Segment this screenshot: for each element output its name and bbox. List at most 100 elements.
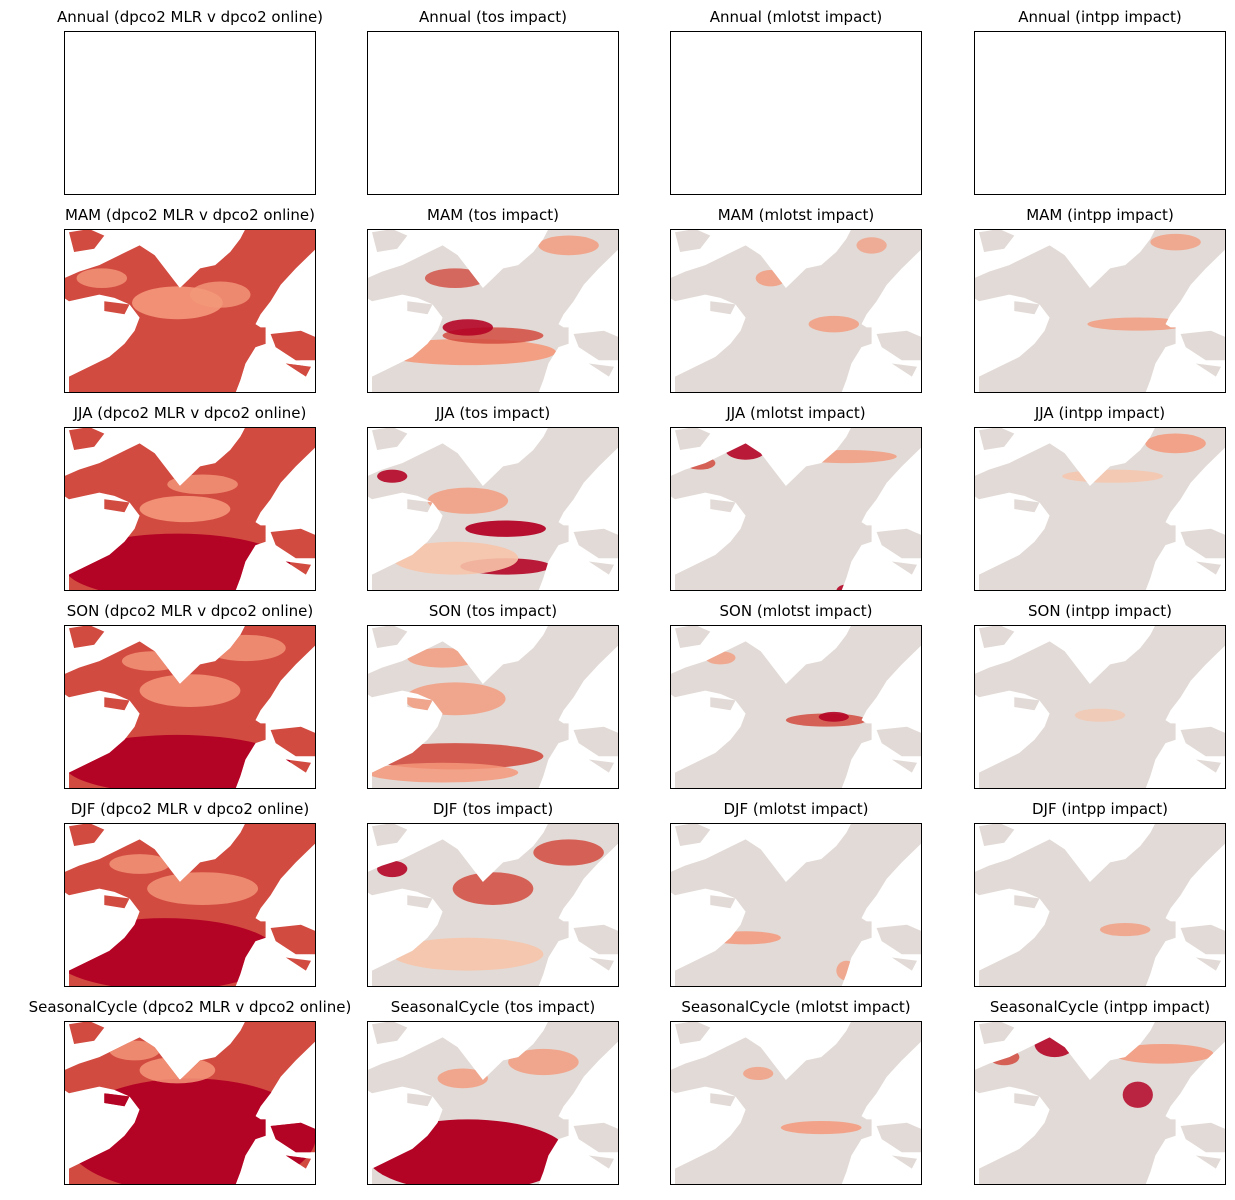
panel-title: SON (dpco2 MLR v dpco2 online)	[67, 602, 313, 620]
panel: SeasonalCycle (dpco2 MLR v dpco2 online)	[29, 998, 352, 1185]
panel: SeasonalCycle (tos impact)	[367, 998, 619, 1185]
anomaly-patch	[377, 469, 408, 483]
anomaly-patch	[367, 762, 519, 783]
panel-title: SON (intpp impact)	[1028, 602, 1172, 620]
panel-frame	[670, 31, 922, 195]
map-field	[974, 427, 1226, 591]
panel-title: MAM (mlotst impact)	[718, 206, 875, 224]
anomaly-patch	[392, 937, 544, 971]
panel-title: DJF (tos impact)	[433, 800, 553, 818]
panel-title: SeasonalCycle (tos impact)	[391, 998, 596, 1016]
anomaly-patch	[64, 533, 291, 591]
panel-frame	[670, 1021, 922, 1185]
panel: DJF (dpco2 MLR v dpco2 online)	[64, 800, 316, 987]
panel-title: JJA (tos impact)	[435, 404, 551, 422]
anomaly-patch	[377, 860, 408, 878]
panel: DJF (mlotst impact)	[670, 800, 922, 987]
panel-frame	[670, 823, 922, 987]
anomaly-patch	[442, 319, 493, 336]
panel-frame	[64, 229, 316, 393]
map-field	[64, 31, 316, 195]
panel: Annual (mlotst impact)	[670, 8, 922, 195]
panel: SeasonalCycle (intpp impact)	[974, 998, 1226, 1185]
panel: SON (intpp impact)	[974, 602, 1226, 789]
anomaly-patch	[808, 315, 859, 333]
panel-title: DJF (dpco2 MLR v dpco2 online)	[71, 800, 310, 818]
anomaly-patch	[392, 541, 519, 575]
map-field	[974, 229, 1226, 393]
map-field	[64, 229, 316, 393]
map-field	[670, 625, 922, 789]
map-field	[367, 1021, 619, 1185]
panel-title: JJA (intpp impact)	[1034, 404, 1165, 422]
map-field	[367, 427, 619, 591]
panel: SON (dpco2 MLR v dpco2 online)	[64, 602, 316, 789]
map-field	[367, 823, 619, 987]
map-field	[974, 1021, 1226, 1185]
anomaly-patch	[533, 839, 604, 866]
panel-frame	[367, 1021, 619, 1185]
land-background	[64, 31, 316, 195]
land-background	[367, 31, 619, 195]
panel-frame	[367, 229, 619, 393]
panel-title: SeasonalCycle (dpco2 MLR v dpco2 online)	[29, 998, 352, 1016]
anomaly-patch	[465, 520, 546, 537]
anomaly-patch	[109, 854, 170, 874]
panel: DJF (tos impact)	[367, 800, 619, 987]
anomaly-patch	[1074, 708, 1126, 722]
anomaly-patch	[147, 872, 259, 905]
map-field	[367, 625, 619, 789]
anomaly-patch	[424, 268, 486, 289]
panel-frame	[367, 427, 619, 591]
panel-title: Annual (tos impact)	[419, 8, 567, 26]
panel-title: Annual (intpp impact)	[1018, 8, 1182, 26]
anomaly-patch	[139, 674, 241, 707]
anomaly-patch	[1122, 1081, 1153, 1108]
map-field	[670, 31, 922, 195]
panel-title: DJF (intpp impact)	[1032, 800, 1168, 818]
land-background	[670, 31, 922, 195]
panel-title: SeasonalCycle (intpp impact)	[990, 998, 1210, 1016]
map-field	[367, 31, 619, 195]
panel: MAM (intpp impact)	[974, 206, 1226, 393]
panel: DJF (intpp impact)	[974, 800, 1226, 987]
anomaly-patch	[1150, 233, 1201, 251]
map-field	[974, 625, 1226, 789]
panel-frame	[670, 229, 922, 393]
anomaly-patch	[139, 495, 231, 523]
panel: JJA (tos impact)	[367, 404, 619, 591]
anomaly-patch	[780, 1121, 862, 1135]
map-field	[367, 229, 619, 393]
panel-grid: Annual (dpco2 MLR v dpco2 online) Annual …	[29, 8, 1226, 1185]
map-field	[64, 823, 316, 987]
map-field	[670, 1021, 922, 1185]
panel: JJA (mlotst impact)	[670, 404, 922, 591]
panel-title: Annual (dpco2 MLR v dpco2 online)	[57, 8, 323, 26]
panel-title: MAM (tos impact)	[427, 206, 559, 224]
panel: JJA (intpp impact)	[974, 404, 1226, 591]
panel-title: JJA (dpco2 MLR v dpco2 online)	[73, 404, 307, 422]
panel: SON (tos impact)	[367, 602, 619, 789]
map-field	[974, 823, 1226, 987]
panel: JJA (dpco2 MLR v dpco2 online)	[64, 404, 316, 591]
panel-frame	[670, 427, 922, 591]
anomaly-patch	[1062, 469, 1163, 483]
panel: SON (mlotst impact)	[670, 602, 922, 789]
panel-title: MAM (dpco2 MLR v dpco2 online)	[65, 206, 315, 224]
panel-frame	[974, 427, 1226, 591]
panel: Annual (tos impact)	[367, 8, 619, 195]
anomaly-patch	[856, 237, 887, 254]
panel-frame	[974, 625, 1226, 789]
panel-frame	[64, 1021, 316, 1185]
map-field	[670, 823, 922, 987]
anomaly-patch	[508, 1048, 579, 1076]
anomaly-patch	[1087, 317, 1189, 331]
panel-title: JJA (mlotst impact)	[725, 404, 865, 422]
panel-title: Annual (mlotst impact)	[710, 8, 883, 26]
panel-title: DJF (mlotst impact)	[724, 800, 869, 818]
panel: MAM (tos impact)	[367, 206, 619, 393]
panel-frame	[670, 625, 922, 789]
map-field	[64, 427, 316, 591]
anomaly-patch	[743, 1066, 774, 1081]
panel-frame	[64, 823, 316, 987]
